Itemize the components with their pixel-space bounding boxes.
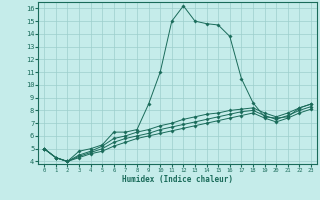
- X-axis label: Humidex (Indice chaleur): Humidex (Indice chaleur): [122, 175, 233, 184]
